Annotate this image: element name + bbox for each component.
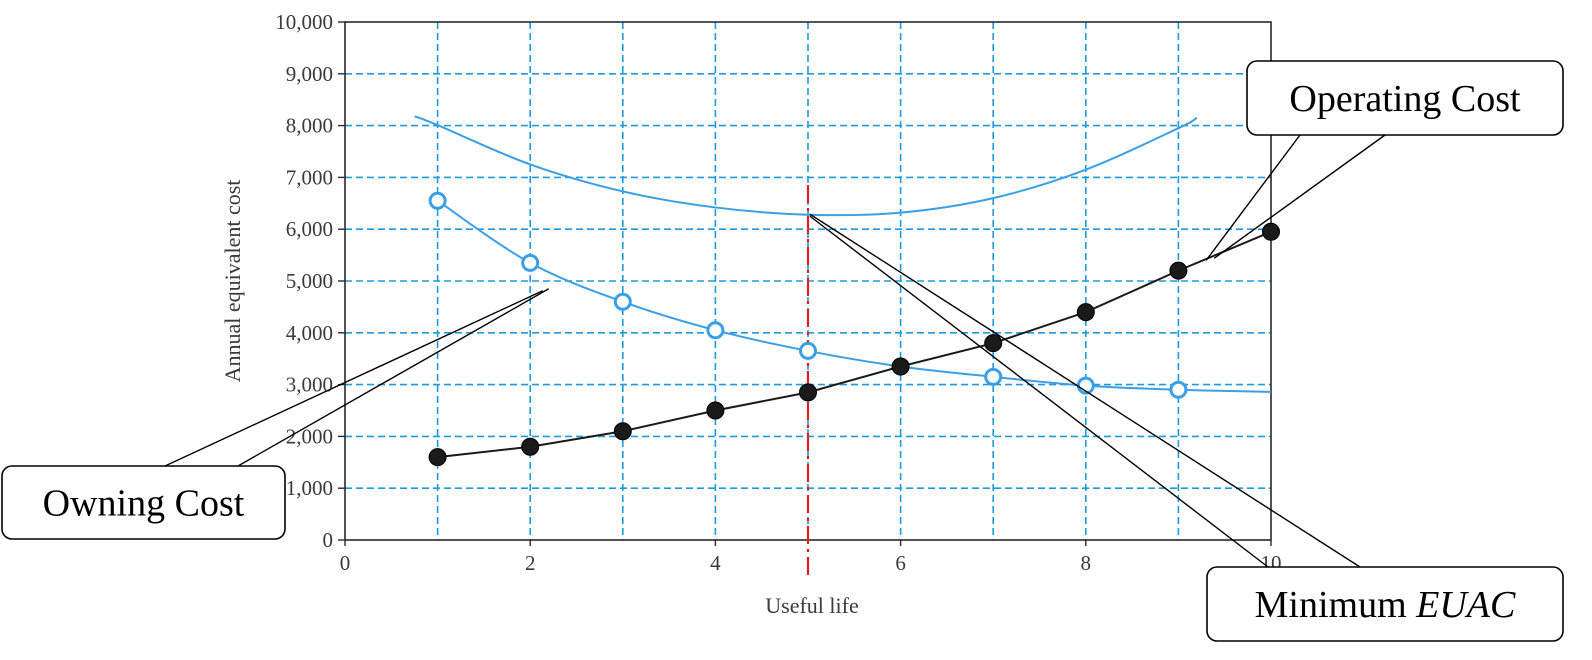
- x-tick-label: 2: [525, 551, 536, 575]
- minimum-euac-callout-box: [1206, 566, 1564, 642]
- data-point-operating-cost: [1262, 222, 1280, 241]
- data-point-operating-cost: [799, 383, 817, 402]
- y-tick-label: 6,000: [286, 217, 333, 241]
- owning-cost-callout-leader: [164, 290, 544, 467]
- data-point-owning-cost: [799, 341, 817, 360]
- y-tick-label: 5,000: [286, 269, 333, 293]
- data-point-operating-cost: [613, 422, 632, 441]
- y-axis-title: Annual equivalent cost: [220, 180, 245, 383]
- data-point-operating-cost: [891, 357, 910, 376]
- data-point-operating-cost: [428, 448, 447, 467]
- data-point-operating-cost: [706, 401, 725, 420]
- series-line: [437, 230, 1272, 459]
- minimum-euac-callout-text: Minimum EUAC: [1255, 584, 1516, 626]
- y-tick-label: 7,000: [286, 165, 333, 189]
- y-tick-label: 9,000: [286, 62, 333, 86]
- y-tick-label: 2,000: [286, 424, 333, 448]
- operating-cost-callout-leader: [1213, 134, 1386, 259]
- y-tick-label: 10,000: [275, 10, 333, 34]
- owning-cost-callout-box: [1, 465, 286, 540]
- grid: [345, 22, 1271, 540]
- x-axis-title: Useful life: [765, 593, 858, 618]
- y-tick-label: 3,000: [286, 373, 333, 397]
- callout-leaders: [164, 134, 1386, 568]
- owning-cost-callout-leader: [237, 288, 550, 467]
- y-tick-label: 4,000: [286, 321, 333, 345]
- operating-cost-callout-leader: [1205, 134, 1301, 261]
- data-point-operating-cost: [1169, 261, 1188, 280]
- data-point-owning-cost: [706, 321, 725, 340]
- minimum-euac-callout-leader: [809, 215, 1269, 568]
- data-point-owning-cost: [984, 367, 1003, 386]
- operating-cost-callout-text: Operating Cost: [1289, 78, 1521, 120]
- y-tick-label: 1,000: [286, 476, 333, 500]
- x-tick-label: 8: [1081, 551, 1092, 575]
- data-point-owning-cost: [1169, 380, 1188, 399]
- x-tick-label: 6: [895, 551, 906, 575]
- y-tick-label: 0: [323, 528, 334, 552]
- x-tick-label: 0: [340, 551, 351, 575]
- data-point-owning-cost: [521, 253, 540, 272]
- owning-cost-callout-text: Owning Cost: [43, 483, 245, 525]
- series: [414, 115, 1280, 467]
- x-tick-label: 4: [710, 551, 721, 575]
- series-line: [437, 199, 1272, 393]
- minimum-euac-callout-leader: [809, 213, 1361, 568]
- series-line: [414, 115, 1198, 217]
- y-tick-label: 8,000: [286, 114, 333, 138]
- data-point-operating-cost: [984, 334, 1003, 353]
- data-point-operating-cost: [521, 437, 540, 456]
- axis-ticks: 0 1,000 2,000 3,000 4,000 5,000 6,000 7,000 8,00…: [275, 10, 1281, 575]
- operating-cost-callout-box: [1246, 60, 1564, 136]
- data-point-owning-cost: [613, 292, 632, 311]
- data-point-owning-cost: [428, 191, 447, 210]
- data-point-operating-cost: [1076, 303, 1095, 322]
- minimum-euac-callout-italic-text: EUAC: [1415, 584, 1516, 626]
- callouts: Operating Cost Owning Cost Minimum EUAC: [1, 60, 1564, 642]
